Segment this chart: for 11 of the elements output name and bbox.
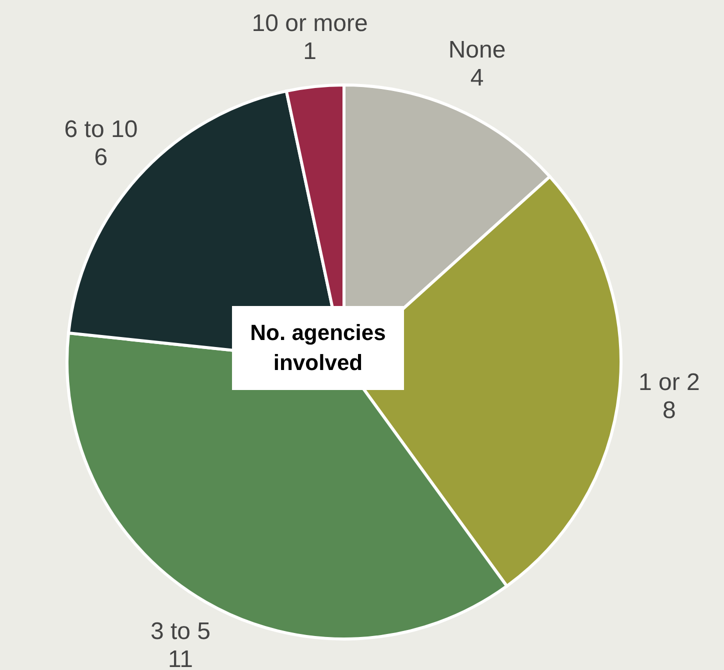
data-label: 6 — [94, 144, 108, 172]
text: No. agencies involved — [232, 306, 404, 390]
data-label: 11 — [168, 646, 193, 670]
data-label: 1 — [303, 38, 316, 65]
slice-label: None — [448, 36, 506, 64]
slice-label: 1 or 2 — [638, 369, 700, 396]
slice-label: 6 to 10 — [64, 116, 138, 144]
slice-label: 10 or more — [252, 10, 368, 37]
slice-label: 3 to 5 — [150, 618, 211, 646]
data-label: 4 — [470, 64, 484, 92]
data-label: 8 — [662, 397, 676, 424]
